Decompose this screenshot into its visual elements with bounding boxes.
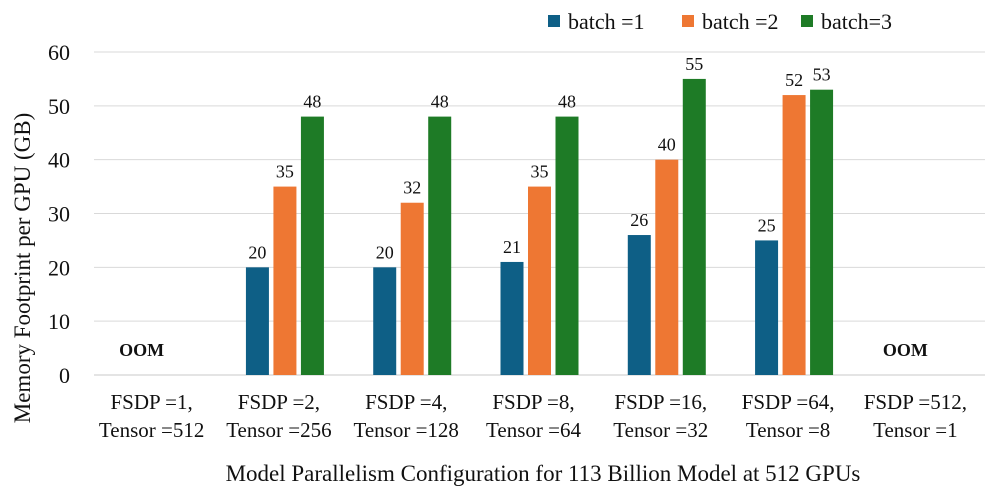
bar [555, 116, 579, 375]
data-label: 40 [658, 135, 676, 155]
bar [627, 235, 651, 375]
y-tick-label: 30 [48, 202, 70, 227]
y-tick-label: 40 [48, 148, 70, 173]
bar [245, 267, 269, 375]
bar [373, 267, 397, 375]
x-tick-label: FSDP =8, Tensor =64 [486, 390, 581, 442]
data-label: 48 [558, 92, 576, 112]
data-label: 20 [376, 242, 394, 262]
data-label: 53 [813, 65, 831, 85]
legend-label: batch =2 [702, 9, 779, 34]
x-tick-label: FSDP =4, Tensor =128 [353, 390, 458, 442]
x-tick-label: FSDP =16, Tensor =32 [613, 390, 708, 442]
legend: batch =1 batch =2 batch=3 [548, 9, 892, 34]
bar [528, 186, 551, 375]
data-label: 25 [758, 215, 776, 235]
bar [755, 240, 779, 375]
bar [428, 116, 452, 375]
data-label: 21 [503, 237, 521, 257]
y-tick-label: 50 [48, 94, 70, 119]
data-label: 52 [785, 70, 803, 90]
y-tick-label: 10 [48, 309, 70, 334]
oom-label: OOM [119, 340, 164, 360]
bar [655, 159, 679, 375]
bar [500, 261, 524, 375]
x-axis-title: Model Parallelism Configuration for 113 … [226, 461, 861, 486]
bar [300, 116, 324, 375]
bar [273, 186, 297, 375]
data-labels: 20 20 21 26 25 35 32 35 40 52 48 48 48 55 53 [248, 54, 830, 262]
legend-swatch [548, 15, 560, 27]
data-label: 55 [685, 54, 703, 74]
x-tick-label: FSDP =2, Tensor =256 [226, 390, 331, 442]
bar [810, 89, 834, 375]
x-tick-label: FSDP =1, Tensor =512 [99, 390, 204, 442]
data-label: 48 [431, 92, 449, 112]
bar [400, 202, 424, 375]
data-label: 20 [248, 242, 266, 262]
y-tick-label: 0 [59, 363, 70, 388]
legend-swatch [801, 15, 813, 27]
bar [682, 78, 706, 376]
legend-label: batch =1 [568, 9, 645, 34]
data-label: 48 [303, 92, 321, 112]
y-axis-ticks: 0 10 20 30 40 50 60 [48, 40, 70, 388]
bar [782, 95, 806, 376]
oom-annotations: OOM OOM [119, 340, 928, 360]
oom-label: OOM [883, 340, 928, 360]
y-axis-title: Memory Footprint per GPU (GB) [10, 113, 35, 423]
legend-swatch [682, 15, 694, 27]
bars [245, 78, 834, 376]
x-axis-categories: FSDP =1, Tensor =512 FSDP =2, Tensor =256 FS… [99, 390, 967, 442]
data-label: 26 [630, 210, 648, 230]
data-label: 35 [276, 162, 294, 182]
data-label: 35 [531, 162, 549, 182]
x-tick-label: FSDP =512, Tensor =1 [864, 390, 967, 442]
y-tick-label: 60 [48, 40, 70, 65]
data-label: 32 [403, 178, 421, 198]
legend-label: batch=3 [821, 9, 892, 34]
y-tick-label: 20 [48, 255, 70, 280]
x-tick-label: FSDP =64, Tensor =8 [742, 390, 835, 442]
